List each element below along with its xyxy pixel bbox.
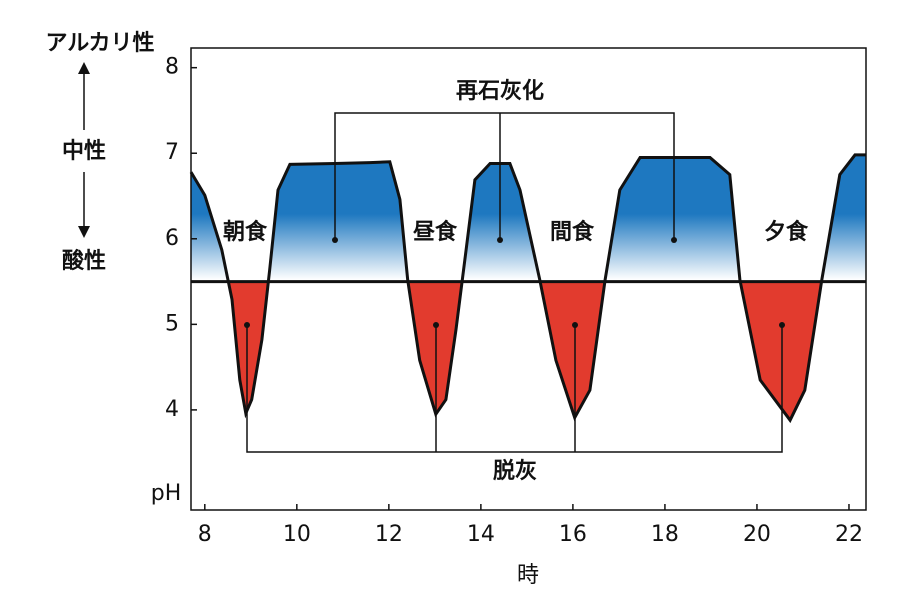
y-tick-label: 4 [165, 397, 179, 422]
plot-frame [190, 47, 867, 511]
y-tick-label: 7 [165, 140, 179, 165]
area-above [191, 154, 866, 282]
y-axis-label: pH [151, 481, 182, 506]
arrow-head [78, 62, 90, 74]
y-tick-label: 6 [165, 226, 179, 251]
plot: 朝食 昼食 間食 夕食 4 5 6 7 8 8 10 12 14 16 18 20 22 [165, 47, 867, 547]
dot [244, 322, 250, 328]
meal-label: 夕食 [764, 219, 809, 245]
x-tick-label: 22 [835, 522, 863, 547]
annotation: 再石灰化 [456, 78, 544, 104]
side-label: 中性 [62, 139, 106, 164]
dot [572, 322, 578, 328]
y-tick-label: 8 [165, 55, 179, 80]
label-bg [445, 78, 555, 106]
x-tick-label: 18 [651, 522, 679, 547]
ph-curve [189, 153, 866, 424]
y-tick-label: 5 [165, 311, 179, 336]
side-label: アルカリ性 [45, 31, 154, 56]
x-axis-label: 時 [517, 563, 539, 588]
bracket [334, 112, 675, 240]
x-tick-label: 14 [467, 522, 495, 547]
label-bg [480, 458, 550, 486]
dot [433, 322, 439, 328]
dot [497, 237, 503, 243]
meal-label: 朝食 [223, 219, 268, 245]
x-tick-label: 12 [375, 522, 403, 547]
dot [332, 237, 338, 243]
dot [671, 237, 677, 243]
x-tick-label: 20 [743, 522, 771, 547]
arrow-head [78, 226, 90, 238]
meal-label: 間食 [550, 219, 595, 245]
x-tick-label: 16 [559, 522, 587, 547]
annotation: 脱灰 [493, 458, 537, 484]
meal-label: 昼食 [413, 219, 458, 245]
bracket [246, 325, 783, 453]
area-below [191, 281, 866, 421]
x-tick-label: 10 [283, 522, 311, 547]
dot [779, 322, 785, 328]
x-tick-label: 8 [198, 522, 212, 547]
side-label: 酸性 [62, 249, 106, 274]
